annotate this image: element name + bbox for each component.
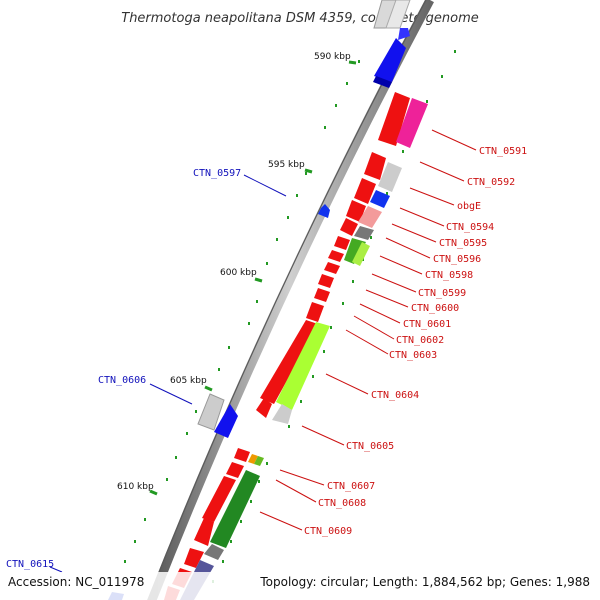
- reverse-labels: CTN_0597 CTN_0606 CTN_0615: [6, 168, 241, 570]
- forward-labels: CTN_0591 CTN_0592 obgE CTN_0594 CTN_0595…: [304, 146, 527, 537]
- label-CTN_0591[interactable]: CTN_0591: [479, 146, 527, 157]
- label-obgE[interactable]: obgE: [457, 201, 481, 212]
- gene-CTN_0597[interactable]: [318, 204, 330, 218]
- reverse-features: [108, 0, 411, 600]
- scale-label-605: 605 kbp: [170, 376, 207, 386]
- scale-label-610: 610 kbp: [117, 482, 154, 492]
- label-CTN_0605[interactable]: CTN_0605: [346, 441, 394, 452]
- scale-label-590: 590 kbp: [314, 52, 351, 62]
- label-CTN_0604[interactable]: CTN_0604: [371, 390, 419, 401]
- label-CTN_0607[interactable]: CTN_0607: [327, 481, 375, 492]
- label-CTN_0599[interactable]: CTN_0599: [418, 288, 466, 299]
- label-CTN_0601[interactable]: CTN_0601: [403, 319, 451, 330]
- forward-features: [164, 92, 410, 600]
- label-CTN_0602[interactable]: CTN_0602: [396, 335, 444, 346]
- scale-ticks: [149, 60, 357, 496]
- summary-text: Topology: circular; Length: 1,884,562 bp…: [259, 575, 590, 589]
- gene-CTN_0606[interactable]: [214, 404, 238, 438]
- label-CTN_0608[interactable]: CTN_0608: [318, 498, 366, 509]
- outer-dot-ring: [124, 50, 456, 583]
- label-CTN_0596[interactable]: CTN_0596: [433, 254, 481, 265]
- label-CTN_0598[interactable]: CTN_0598: [425, 270, 473, 281]
- gene-CTN_0606-gray[interactable]: [197, 393, 225, 431]
- label-CTN_0606[interactable]: CTN_0606: [98, 375, 146, 386]
- label-CTN_0595[interactable]: CTN_0595: [439, 238, 487, 249]
- outer-features: [180, 98, 428, 600]
- callout-lines: [49, 129, 477, 573]
- label-CTN_0597[interactable]: CTN_0597: [193, 168, 241, 179]
- scale-labels: 590 kbp 595 kbp 600 kbp 605 kbp 610 kbp: [117, 52, 351, 492]
- label-CTN_0594[interactable]: CTN_0594: [446, 222, 494, 233]
- label-CTN_0609[interactable]: CTN_0609: [304, 526, 352, 537]
- label-CTN_0592[interactable]: CTN_0592: [467, 177, 515, 188]
- label-CTN_0600[interactable]: CTN_0600: [411, 303, 459, 314]
- label-CTN_0615[interactable]: CTN_0615: [6, 559, 54, 570]
- genome-backbone: [147, 0, 434, 600]
- scale-label-600: 600 kbp: [220, 268, 257, 278]
- scale-label-595: 595 kbp: [268, 160, 305, 170]
- label-CTN_0603[interactable]: CTN_0603: [389, 350, 437, 361]
- accession-text: Accession: NC_011978: [8, 575, 144, 589]
